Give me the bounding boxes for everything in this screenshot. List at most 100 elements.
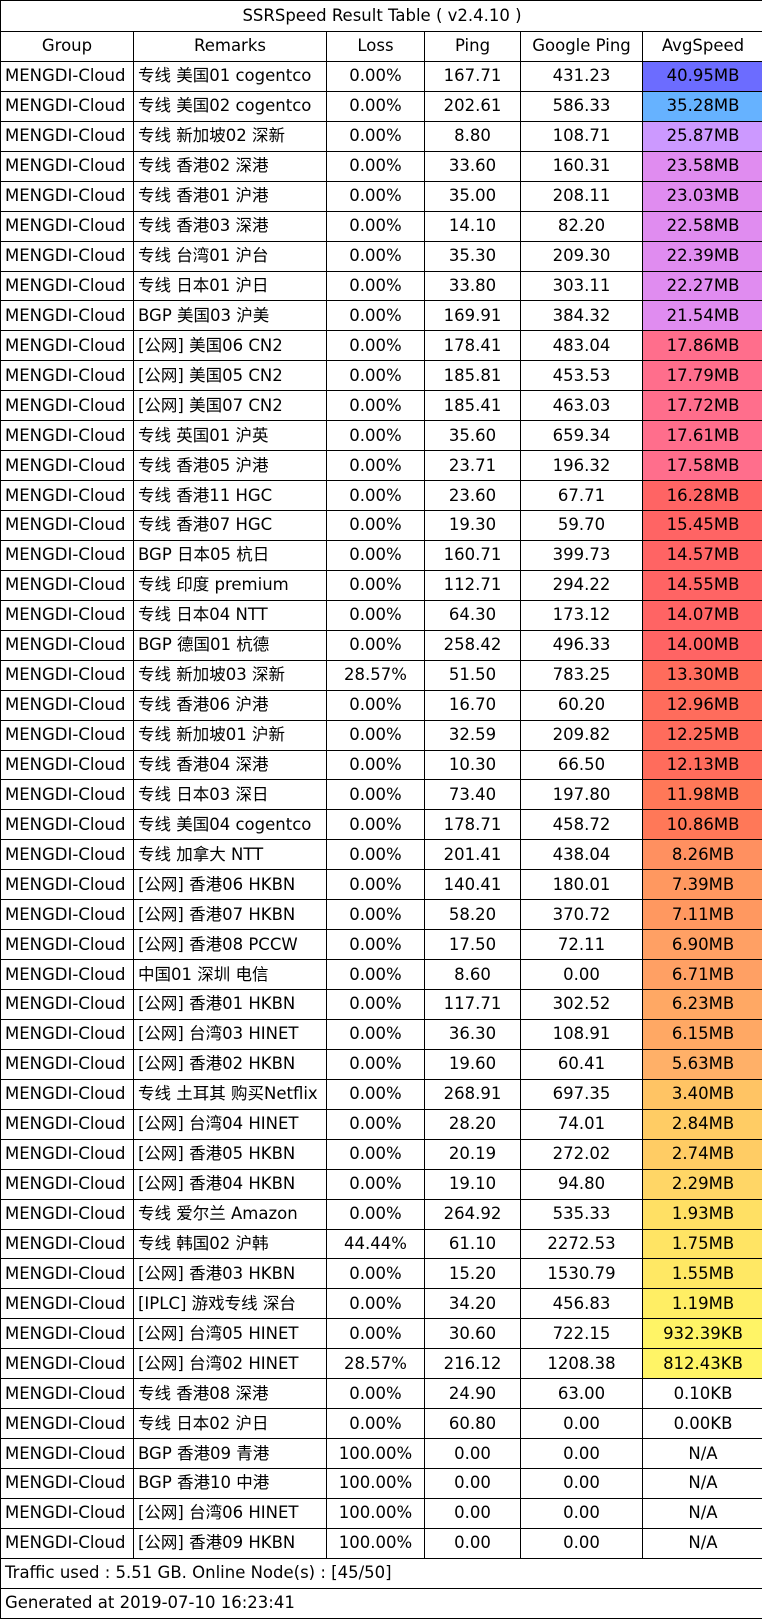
cell-group: MENGDI-Cloud [0,659,134,691]
cell-remarks: [公网] 香港04 HKBN [133,1168,327,1200]
cell-group: MENGDI-Cloud [0,210,134,242]
table-row: MENGDI-Cloud 专线 美国01 cogentco 0.00% 167.71 4… [0,60,762,92]
cell-avgspeed: 17.86MB [641,330,762,362]
cell-ping: 33.80 [424,270,521,302]
table-row: MENGDI-Cloud 专线 美国04 cogentco 0.00% 178.71 4… [0,809,762,841]
cell-loss: 0.00% [326,510,425,541]
cell-ping: 8.80 [424,120,521,152]
cell-avgspeed: 35.28MB [641,90,762,122]
cell-loss: 0.00% [326,1258,425,1290]
table-row: MENGDI-Cloud [公网] 台湾05 HINET 0.00% 30.60 722… [0,1318,762,1350]
cell-avgspeed: 1.55MB [641,1258,762,1290]
table-row: MENGDI-Cloud [公网] 台湾06 HINET 100.00% 0.00 0.… [0,1497,762,1529]
cell-remarks: [公网] 香港01 HKBN [133,989,327,1020]
column-header-google-ping: Google Ping [520,31,643,62]
cell-remarks: 专线 新加坡03 深新 [133,659,327,691]
cell-avgspeed: 23.03MB [641,180,762,212]
cell-ping: 60.80 [424,1408,521,1440]
cell-avgspeed: 0.10KB [641,1378,762,1410]
cell-loss: 0.00% [326,330,425,362]
cell-loss: 0.00% [326,629,425,661]
cell-loss: 0.00% [326,1288,425,1320]
cell-group: MENGDI-Cloud [0,779,134,811]
cell-group: MENGDI-Cloud [0,599,134,631]
cell-remarks: [公网] 台湾04 HINET [133,1108,327,1140]
cell-avgspeed: 13.30MB [641,659,762,691]
cell-avgspeed: 40.95MB [641,60,762,92]
cell-ping: 33.60 [424,150,521,182]
cell-ping: 15.20 [424,1258,521,1290]
cell-group: MENGDI-Cloud [0,929,134,961]
cell-remarks: [公网] 香港03 HKBN [133,1258,327,1290]
table-row: MENGDI-Cloud [公网] 台湾04 HINET 0.00% 28.20 74.… [0,1108,762,1140]
cell-avgspeed: 0.00KB [641,1408,762,1440]
cell-avgspeed: 17.58MB [641,450,762,482]
cell-remarks: [公网] 香港09 HKBN [133,1527,327,1559]
cell-avgspeed: 8.26MB [641,839,762,871]
cell-group: MENGDI-Cloud [0,330,134,362]
cell-ping: 17.50 [424,929,521,961]
cell-google-ping: 108.71 [520,120,643,152]
cell-remarks: 专线 美国01 cogentco [133,60,327,92]
cell-avgspeed: 1.75MB [641,1228,762,1260]
cell-avgspeed: 2.29MB [641,1168,762,1200]
cell-ping: 216.12 [424,1348,521,1380]
table-row: MENGDI-Cloud [IPLC] 游戏专线 深台 0.00% 34.20 456.… [0,1288,762,1320]
cell-group: MENGDI-Cloud [0,569,134,601]
cell-google-ping: 659.34 [520,420,643,452]
cell-ping: 0.00 [424,1497,521,1529]
cell-group: MENGDI-Cloud [0,899,134,931]
cell-avgspeed: 12.13MB [641,749,762,781]
column-header-remarks: Remarks [133,31,327,62]
cell-google-ping: 0.00 [520,1408,643,1440]
cell-google-ping: 60.41 [520,1048,643,1080]
cell-loss: 28.57% [326,659,425,691]
cell-google-ping: 1530.79 [520,1258,643,1290]
table-row: MENGDI-Cloud [公网] 美国06 CN2 0.00% 178.41 483.… [0,330,762,362]
table-row: MENGDI-Cloud 专线 新加坡03 深新 28.57% 51.50 783.25… [0,659,762,691]
cell-google-ping: 173.12 [520,599,643,631]
cell-loss: 44.44% [326,1228,425,1260]
table-row: MENGDI-Cloud 专线 日本04 NTT 0.00% 64.30 173.12 1… [0,599,762,631]
cell-google-ping: 2272.53 [520,1228,643,1260]
cell-avgspeed: 6.15MB [641,1018,762,1050]
cell-ping: 35.60 [424,420,521,452]
cell-group: MENGDI-Cloud [0,1288,134,1320]
cell-group: MENGDI-Cloud [0,959,134,990]
cell-remarks: 专线 香港11 HGC [133,480,327,511]
cell-avgspeed: 2.84MB [641,1108,762,1140]
cell-group: MENGDI-Cloud [0,480,134,511]
cell-avgspeed: 23.58MB [641,150,762,182]
cell-ping: 32.59 [424,719,521,751]
column-header-avgspeed: AvgSpeed [641,31,762,62]
cell-ping: 185.41 [424,390,521,422]
table-row: MENGDI-Cloud [公网] 香港01 HKBN 0.00% 117.71 302… [0,989,762,1020]
cell-google-ping: 60.20 [520,689,643,721]
cell-loss: 0.00% [326,1078,425,1110]
cell-google-ping: 456.83 [520,1288,643,1320]
cell-loss: 0.00% [326,480,425,511]
cell-ping: 23.60 [424,480,521,511]
cell-group: MENGDI-Cloud [0,1018,134,1050]
cell-google-ping: 483.04 [520,330,643,362]
column-header-ping: Ping [424,31,521,62]
cell-remarks: [公网] 美国05 CN2 [133,360,327,392]
cell-loss: 0.00% [326,60,425,92]
cell-google-ping: 0.00 [520,1438,643,1469]
cell-remarks: BGP 香港10 中港 [133,1468,327,1499]
cell-group: MENGDI-Cloud [0,120,134,152]
cell-group: MENGDI-Cloud [0,1497,134,1529]
cell-remarks: 专线 英国01 沪英 [133,420,327,452]
cell-remarks: BGP 日本05 杭日 [133,539,327,571]
table-row: MENGDI-Cloud [公网] 香港04 HKBN 0.00% 19.10 94.8… [0,1168,762,1200]
cell-google-ping: 384.32 [520,300,643,332]
cell-remarks: [公网] 香港02 HKBN [133,1048,327,1080]
cell-google-ping: 0.00 [520,1497,643,1529]
cell-ping: 23.71 [424,450,521,482]
cell-group: MENGDI-Cloud [0,150,134,182]
cell-group: MENGDI-Cloud [0,719,134,751]
cell-google-ping: 209.30 [520,240,643,272]
cell-loss: 0.00% [326,809,425,841]
table-row: MENGDI-Cloud BGP 日本05 杭日 0.00% 160.71 399.73… [0,539,762,571]
cell-avgspeed: 16.28MB [641,480,762,511]
